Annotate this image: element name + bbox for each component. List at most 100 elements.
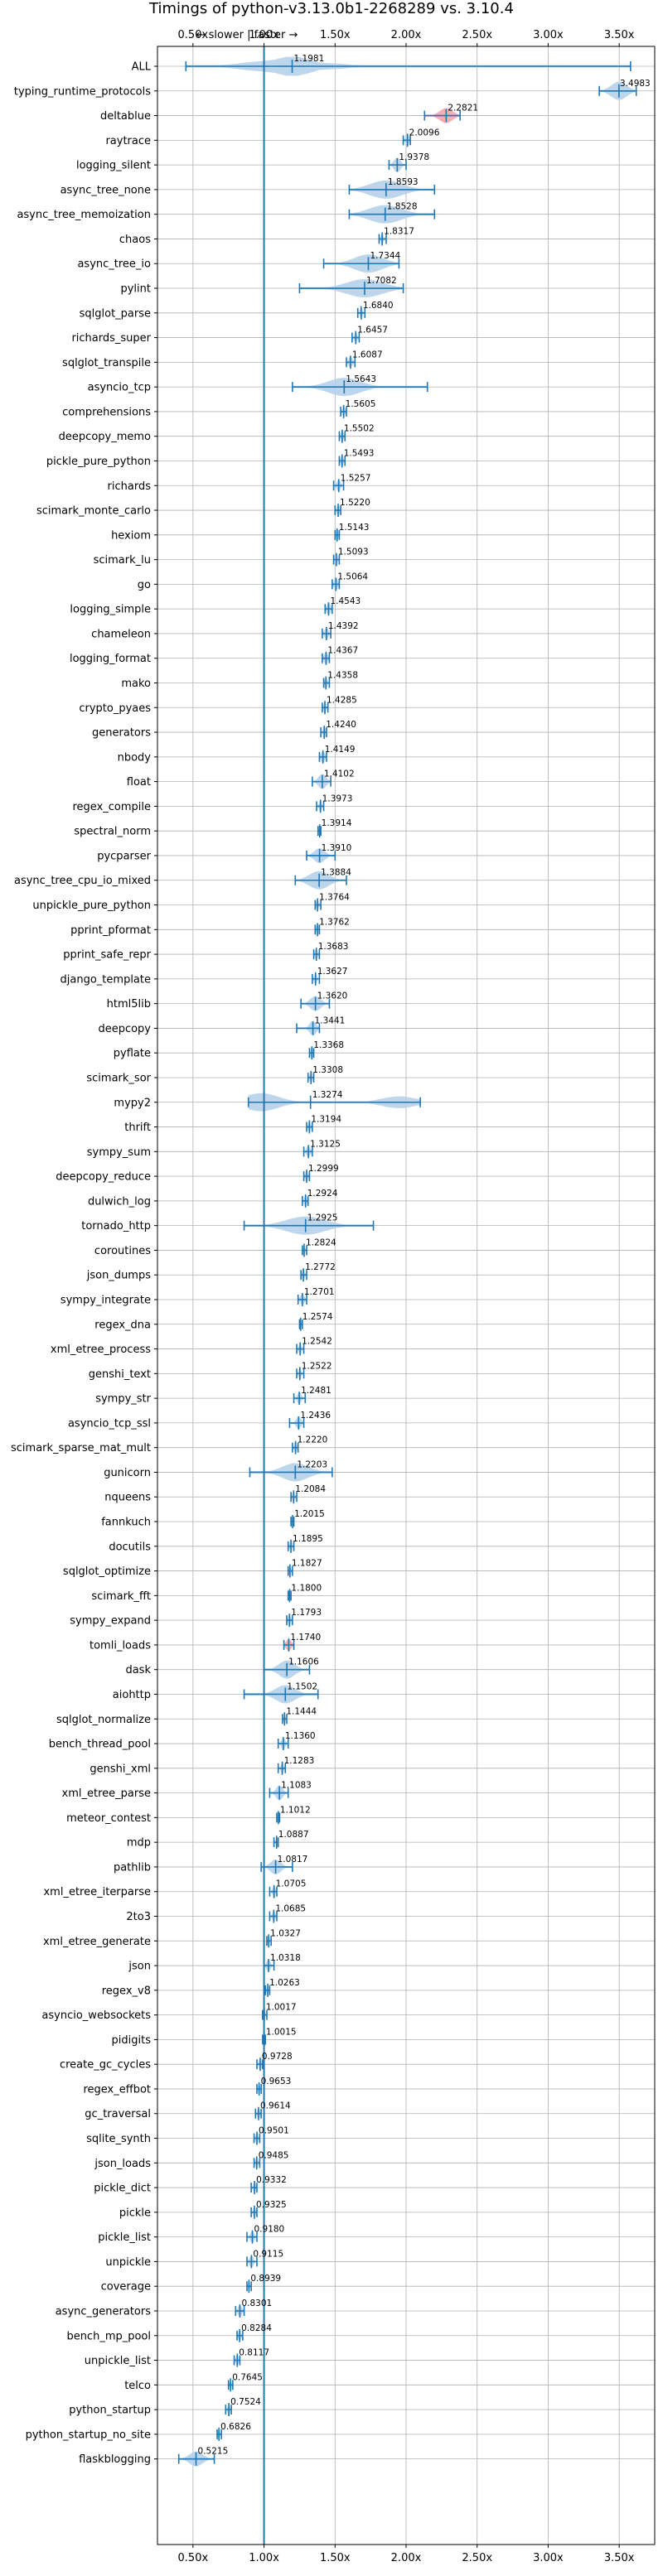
x-tick-label-top: 0.50x	[178, 29, 209, 41]
y-tick-label: genshi_xml	[90, 1763, 151, 1775]
y-tick-label: django_template	[60, 973, 151, 986]
y-tick-label: nbody	[118, 751, 152, 764]
y-tick-label: flaskblogging	[79, 2453, 151, 2466]
y-tick-label: regex_compile	[72, 801, 151, 813]
y-tick-label: scimark_fft	[91, 1590, 151, 1603]
value-label-float: 1.4102	[324, 769, 355, 779]
value-label-generators: 1.4240	[326, 720, 356, 730]
y-tick-label: python_startup_no_site	[26, 2429, 151, 2441]
value-label-logging_silent: 1.9378	[399, 152, 429, 162]
y-tick-label: thrift	[124, 1122, 151, 1134]
value-label-unpickle_pure_python: 1.3764	[319, 893, 350, 903]
y-tick-label: spectral_norm	[74, 826, 151, 838]
value-label-pprint_pformat: 1.3762	[319, 917, 350, 927]
y-tick-label: gunicorn	[104, 1467, 151, 1479]
y-tick-label: hexiom	[111, 529, 151, 542]
value-label-python_startup_no_site: 0.6826	[220, 2422, 251, 2432]
x-tick-label-top: 3.50x	[604, 29, 635, 41]
value-label-async_tree_none: 1.8593	[388, 177, 419, 187]
value-label-go: 1.5064	[337, 572, 368, 581]
y-tick-label: ALL	[132, 61, 152, 74]
y-tick-label: meteor_contest	[66, 1812, 151, 1825]
y-tick-label: unpickle_pure_python	[32, 900, 151, 912]
y-tick-label: bench_thread_pool	[49, 1739, 151, 1751]
direction-hint: ← slower | faster →	[196, 29, 298, 41]
y-tick-label: chameleon	[91, 628, 151, 640]
y-tick-label: xml_etree_process	[51, 1343, 151, 1356]
value-label-bench_mp_pool: 0.8284	[241, 2323, 272, 2333]
value-label-scimark_sparse_mat_mult: 1.2220	[298, 1435, 328, 1445]
y-tick-label: pylint	[120, 283, 151, 296]
y-tick-label: bench_mp_pool	[66, 2330, 151, 2342]
value-label-thrift: 1.3194	[311, 1115, 341, 1125]
value-label-pickle_list: 0.9180	[254, 2225, 285, 2235]
y-tick-label: docutils	[109, 1541, 151, 1553]
value-label-python_startup: 0.7524	[230, 2397, 261, 2407]
y-tick-label: mdp	[127, 1837, 151, 1850]
value-label-regex_compile: 1.3973	[322, 794, 353, 803]
value-label-asyncio_tcp: 1.5643	[346, 374, 376, 384]
y-tick-label: aiohttp	[113, 1689, 151, 1701]
value-label-tornado_http: 1.2925	[307, 1213, 338, 1223]
value-label-unpickle: 0.9115	[253, 2249, 283, 2259]
value-label-genshi_text: 1.2522	[302, 1361, 332, 1371]
value-label-scimark_fft: 1.1800	[291, 1583, 322, 1593]
value-label-bench_thread_pool: 1.1360	[285, 1731, 316, 1741]
y-tick-label: float	[127, 776, 151, 789]
value-label-coroutines: 1.2824	[306, 1237, 336, 1247]
y-tick-label: json_dumps	[86, 1270, 151, 1282]
y-tick-label: sqlglot_parse	[80, 307, 151, 320]
y-tick-label: asyncio_tcp_ssl	[68, 1417, 151, 1430]
y-tick-label: logging_simple	[70, 604, 151, 616]
y-tick-label: scimark_lu	[94, 554, 151, 567]
y-tick-label: regex_effbot	[83, 2083, 151, 2096]
y-tick-label: mako	[121, 678, 151, 690]
value-label-dask: 1.1606	[288, 1657, 319, 1667]
x-tick-label-top: 2.50x	[462, 29, 492, 41]
y-tick-label: async_tree_none	[60, 184, 151, 196]
y-tick-label: deltablue	[100, 110, 151, 123]
y-tick-label: json	[128, 1961, 151, 1973]
x-tick-label-top: 2.00x	[391, 29, 422, 41]
y-tick-label: scimark_sor	[86, 1072, 151, 1084]
y-tick-label: richards_super	[71, 332, 151, 345]
value-label-pickle_dict: 0.9332	[256, 2175, 287, 2185]
value-label-logging_format: 1.4367	[327, 646, 358, 656]
y-tick-label: sqlglot_normalize	[56, 1714, 151, 1726]
x-tick-label-bottom: 0.50x	[178, 2552, 209, 2564]
value-label-scimark_lu: 1.5093	[338, 548, 369, 557]
y-tick-label: fannkuch	[101, 1517, 151, 1529]
value-label-richards: 1.5257	[341, 473, 371, 483]
y-tick-label: html5lib	[107, 998, 151, 1011]
x-tick-label-bottom: 1.00x	[249, 2552, 279, 2564]
value-label-fannkuch: 1.2015	[294, 1509, 325, 1519]
value-label-sympy_integrate: 1.2701	[304, 1287, 335, 1297]
y-tick-label: unpickle	[105, 2256, 151, 2269]
violin-layer	[178, 56, 636, 2467]
value-label-deepcopy_reduce: 1.2999	[308, 1164, 339, 1174]
y-tick-label: gc_traversal	[85, 2108, 151, 2120]
y-tick-label: regex_v8	[102, 1985, 151, 1997]
y-tick-label: deepcopy	[98, 1023, 151, 1035]
y-tick-label: pathlib	[114, 1861, 151, 1874]
y-tick-label: pickle_dict	[94, 2183, 151, 2195]
value-label-sympy_str: 1.2481	[301, 1386, 332, 1396]
value-label-spectral_norm: 1.3914	[322, 818, 352, 828]
value-label-richards_super: 1.6457	[357, 326, 388, 335]
y-tick-label: sqlglot_transpile	[62, 357, 151, 369]
value-label-chameleon: 1.4392	[328, 621, 359, 631]
y-tick-label: regex_dna	[94, 1319, 151, 1331]
y-tick-label: dulwich_log	[88, 1195, 151, 1208]
x-tick-label-bottom: 2.50x	[462, 2552, 492, 2564]
y-tick-label: async_tree_cpu_io_mixed	[14, 875, 151, 887]
value-label-chaos: 1.8317	[384, 226, 414, 236]
value-label-sqlite_synth: 0.9501	[259, 2126, 289, 2136]
value-label-sympy_sum: 1.3125	[310, 1139, 341, 1149]
y-tick-label: create_gc_cycles	[60, 2059, 151, 2072]
y-tick-label: sqlglot_optimize	[63, 1565, 151, 1578]
x-tick-label-bottom: 3.50x	[604, 2552, 635, 2564]
chart-title: Timings of python-v3.13.0b1-2268289 vs. …	[148, 0, 514, 17]
value-label-tomli_loads: 1.1740	[290, 1633, 321, 1643]
y-tick-label: pickle_list	[98, 2231, 151, 2244]
